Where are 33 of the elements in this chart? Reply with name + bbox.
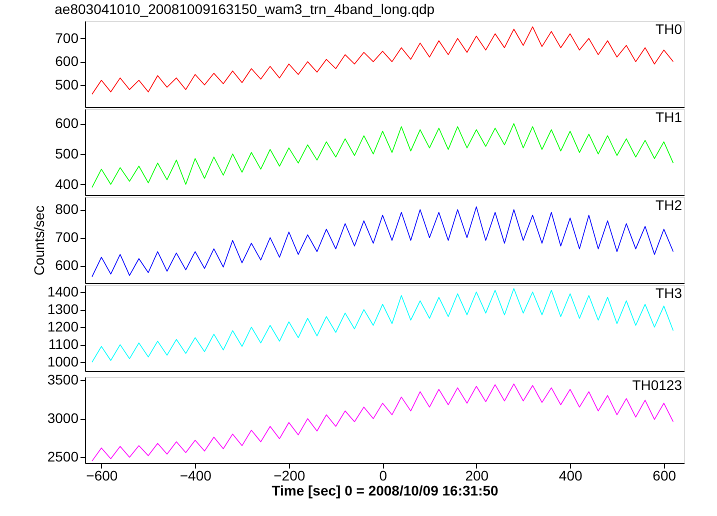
- y-tick-label: 700: [55, 229, 79, 246]
- y-tick-label: 1300: [47, 301, 79, 318]
- y-tick-label: 600: [55, 53, 79, 70]
- x-tick-label: 600: [652, 468, 676, 484]
- y-tick-label: 3500: [47, 372, 79, 388]
- x-tick-label: −600: [86, 468, 118, 484]
- series-label: TH1: [656, 109, 682, 125]
- y-tick-label: 1000: [47, 354, 79, 370]
- y-tick-label: 500: [55, 145, 79, 162]
- x-tick-label: 200: [465, 468, 489, 484]
- series-label: TH3: [656, 285, 682, 301]
- line-series: [92, 123, 674, 188]
- y-tick-label: 400: [55, 176, 79, 192]
- x-tick-label: 0: [379, 468, 388, 484]
- y-tick-label: 3000: [47, 410, 79, 426]
- series-label: TH2: [656, 197, 682, 213]
- y-tick-label: 2500: [47, 448, 79, 465]
- y-tick-label: 1100: [48, 336, 79, 352]
- y-tick-label: 1400: [47, 284, 79, 300]
- x-tick-label: 400: [558, 468, 582, 484]
- series-label: TH0123: [632, 377, 682, 393]
- y-tick-label: 600: [55, 115, 79, 132]
- y-tick-label: 800: [55, 201, 79, 218]
- y-tick-label: 1200: [47, 318, 79, 335]
- x-tick-label: −200: [274, 468, 306, 484]
- y-axis-title: Counts/sec: [31, 205, 48, 276]
- y-tick-label: 600: [55, 257, 79, 274]
- series-label: TH0: [656, 21, 682, 37]
- x-tick-label: −400: [180, 468, 212, 484]
- x-axis-title: Time [sec] 0 = 2008/10/09 16:31:50: [272, 482, 499, 498]
- y-tick-label: 500: [55, 76, 79, 92]
- chart-title: ae803041010_20081009163150_wam3_trn_4band_long.qdp: [54, 1, 435, 17]
- y-tick-label: 700: [55, 30, 79, 46]
